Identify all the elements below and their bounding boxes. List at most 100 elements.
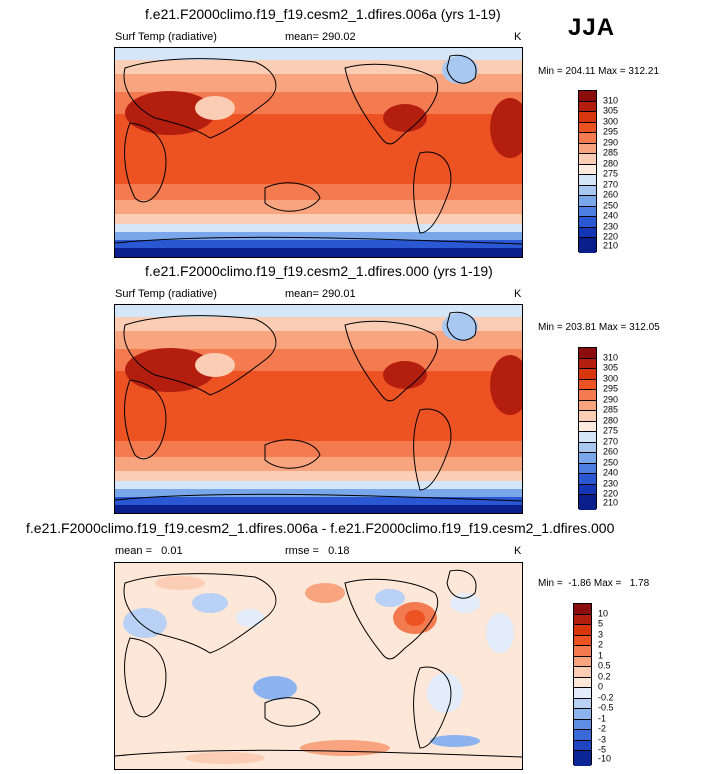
panel-3-map — [114, 562, 523, 770]
colorbar-cell — [574, 678, 591, 688]
colorbar-cell — [579, 217, 596, 228]
colorbar-cell — [579, 495, 596, 510]
colorbar-cell — [579, 432, 596, 443]
colorbar-cell — [574, 741, 591, 751]
colorbar-cell — [579, 228, 596, 238]
colorbar-tick-label: 260 — [603, 189, 619, 200]
panel-2-title: f.e21.F2000climo.f19_f19.cesm2_1.dfires.… — [145, 263, 493, 279]
colorbar-tick-label: 250 — [603, 457, 619, 468]
colorbar-tick-label: -3 — [598, 734, 607, 745]
colorbar-tick-label: 240 — [603, 467, 619, 478]
colorbar-tick-label: 285 — [603, 404, 619, 415]
colorbar-tick-label: 305 — [603, 362, 619, 373]
colorbar-tick-label: 3 — [598, 629, 604, 640]
panel-1-temperature-field — [115, 48, 522, 257]
colorbar-tick-label: 295 — [603, 126, 619, 137]
colorbar-tick-label: 310 — [603, 352, 619, 363]
colorbar-cell — [574, 667, 591, 678]
colorbar-cell — [579, 238, 596, 253]
colorbar-cell — [579, 102, 596, 112]
colorbar-cell — [579, 369, 596, 380]
panel-1-minmax: Min = 204.11 Max = 312.21 — [538, 66, 660, 77]
panel-1-variable-label: Surf Temp (radiative) — [115, 31, 217, 43]
colorbar-tick-label: 305 — [603, 105, 619, 116]
colorbar-cell — [574, 688, 591, 699]
colorbar-tick-label: 0.2 — [598, 671, 611, 682]
colorbar-tick-label: 295 — [603, 383, 619, 394]
colorbar-cell — [579, 123, 596, 133]
colorbar-tick-label: 240 — [603, 210, 619, 221]
colorbar-tick-label: 275 — [603, 425, 619, 436]
colorbar-tick-label: 230 — [603, 221, 619, 232]
colorbar-cell — [579, 474, 596, 485]
colorbar-cell — [579, 186, 596, 196]
colorbar-cell — [579, 359, 596, 369]
panel-2-units: K — [514, 288, 522, 300]
panel-2-temperature-field — [115, 305, 522, 513]
colorbar-cell — [579, 196, 596, 207]
colorbar-tick-label: 290 — [603, 394, 619, 405]
colorbar-cell — [579, 453, 596, 464]
colorbar-cell — [579, 144, 596, 154]
colorbar-cell — [579, 380, 596, 390]
colorbar-cell — [579, 175, 596, 186]
colorbar-tick-label: 310 — [603, 95, 619, 106]
panel-2-map — [114, 304, 523, 514]
panel-3-mean-label: mean = 0.01 — [115, 545, 183, 557]
colorbar-cell — [579, 165, 596, 175]
colorbar-cell — [579, 411, 596, 422]
colorbar-cell — [579, 112, 596, 123]
colorbar-cell — [579, 348, 596, 359]
colorbar-tick-label: 270 — [603, 436, 619, 447]
panel-3-colorbar — [573, 603, 592, 766]
colorbar-tick-label: 270 — [603, 179, 619, 190]
panel-3-minmax: Min = -1.86 Max = 1.78 — [538, 578, 650, 589]
colorbar-cell — [579, 207, 596, 217]
colorbar-cell — [579, 485, 596, 495]
panel-3-title: f.e21.F2000climo.f19_f19.cesm2_1.dfires.… — [26, 520, 615, 536]
colorbar-tick-label: 285 — [603, 147, 619, 158]
colorbar-cell — [574, 625, 591, 636]
colorbar-tick-label: 5 — [598, 618, 604, 629]
colorbar-tick-label: 230 — [603, 478, 619, 489]
panel-1-title: f.e21.F2000climo.f19_f19.cesm2_1.dfires.… — [145, 6, 501, 22]
colorbar-cell — [574, 720, 591, 730]
colorbar-cell — [574, 699, 591, 709]
colorbar-cell — [574, 636, 591, 646]
colorbar-cell — [579, 464, 596, 474]
colorbar-tick-label: 290 — [603, 137, 619, 148]
colorbar-tick-label: 280 — [603, 415, 619, 426]
panel-1-units: K — [514, 31, 522, 43]
colorbar-cell — [579, 422, 596, 432]
colorbar-tick-label: 210 — [603, 240, 619, 251]
colorbar-cell — [574, 709, 591, 720]
colorbar-tick-label: 210 — [603, 497, 619, 508]
panel-1-mean-label: mean= 290.02 — [285, 31, 356, 43]
colorbar-cell — [574, 604, 591, 615]
colorbar-cell — [574, 730, 591, 741]
colorbar-tick-label: 0.5 — [598, 660, 611, 671]
colorbar-cell — [574, 657, 591, 667]
colorbar-tick-label: -0.5 — [598, 702, 614, 713]
panel-2-minmax: Min = 203.81 Max = 312.05 — [538, 322, 660, 333]
colorbar-tick-label: -1 — [598, 713, 607, 724]
colorbar-tick-label: 300 — [603, 373, 619, 384]
panel-3-rmse-label: rmse = 0.18 — [285, 545, 350, 557]
panel-1-colorbar — [578, 90, 597, 253]
colorbar-tick-label: 0 — [598, 681, 604, 692]
colorbar-tick-label: -5 — [598, 744, 607, 755]
colorbar-cell — [579, 133, 596, 144]
colorbar-tick-label: 10 — [598, 608, 609, 619]
panel-2-colorbar — [578, 347, 597, 510]
colorbar-tick-label: 220 — [603, 231, 619, 242]
colorbar-cell — [579, 443, 596, 453]
colorbar-tick-label: -10 — [598, 753, 612, 764]
colorbar-tick-label: 280 — [603, 158, 619, 169]
colorbar-cell — [574, 751, 591, 766]
colorbar-cell — [579, 91, 596, 102]
colorbar-cell — [574, 646, 591, 657]
colorbar-tick-label: 220 — [603, 488, 619, 499]
colorbar-tick-label: 250 — [603, 200, 619, 211]
colorbar-tick-label: -0.2 — [598, 692, 614, 703]
season-label: JJA — [568, 14, 616, 41]
